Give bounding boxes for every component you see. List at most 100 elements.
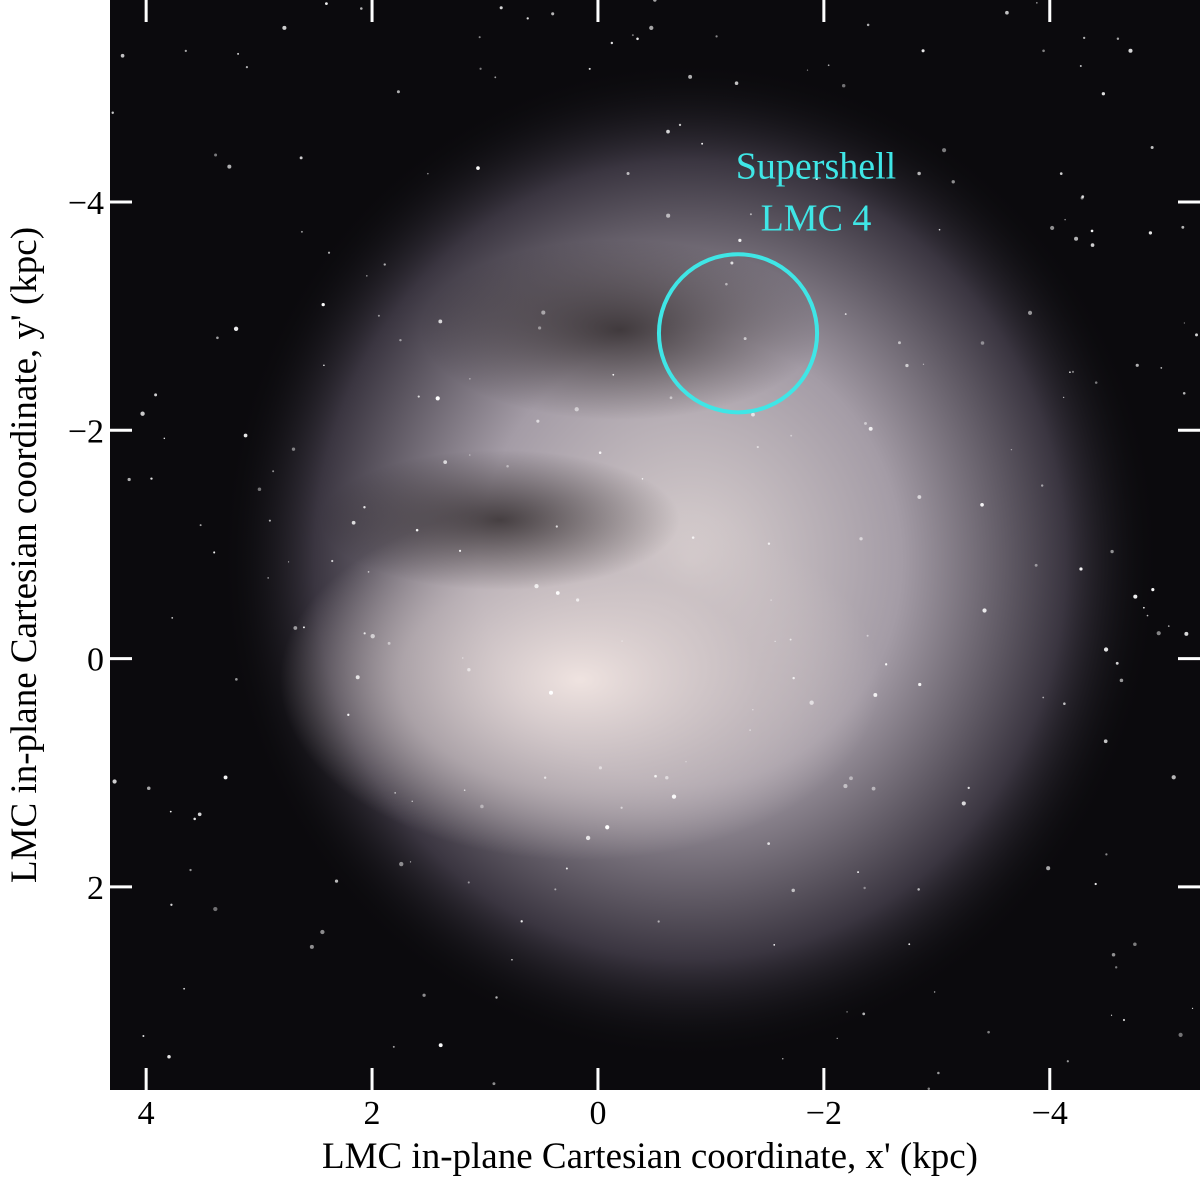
annotation-text: Supershell (736, 145, 896, 187)
star (1071, 370, 1075, 373)
star (927, 1087, 931, 1090)
x-tick-label: −4 (1032, 1095, 1068, 1132)
star (526, 17, 529, 20)
star (463, 789, 466, 791)
star (287, 561, 290, 563)
star (1101, 92, 1106, 96)
star (1116, 37, 1120, 40)
star (216, 336, 219, 340)
star (921, 49, 925, 53)
star (1027, 310, 1033, 315)
star (767, 842, 771, 846)
galaxy-image (110, 0, 1200, 1090)
star (347, 713, 350, 716)
star (189, 868, 192, 872)
star (857, 871, 860, 874)
star (685, 761, 687, 763)
star (789, 638, 792, 641)
x-tick-label: 4 (138, 1095, 155, 1132)
star (841, 83, 846, 88)
star (815, 177, 818, 180)
star (871, 786, 876, 791)
x-axis-label: LMC in-plane Cartesian coordinate, x' (k… (322, 1136, 978, 1177)
star (806, 69, 809, 71)
star (982, 608, 987, 613)
star (443, 460, 448, 465)
star (370, 633, 375, 639)
star (154, 393, 158, 397)
star (653, 0, 657, 2)
star (467, 881, 470, 884)
star (654, 774, 657, 778)
star (1090, 229, 1094, 233)
star (213, 551, 216, 554)
star (1143, 606, 1145, 609)
star (163, 437, 166, 440)
star (621, 640, 623, 642)
star (773, 944, 776, 946)
star (666, 129, 670, 134)
star (1090, 243, 1095, 247)
star (140, 411, 145, 416)
star (749, 213, 752, 216)
star (120, 53, 125, 58)
star (367, 570, 370, 573)
star (396, 90, 400, 94)
star (752, 709, 754, 711)
star (859, 537, 863, 541)
annotation-text: LMC 4 (761, 197, 872, 239)
star (478, 36, 481, 39)
star (323, 364, 325, 367)
star (282, 25, 287, 30)
star (480, 804, 484, 809)
star (967, 786, 970, 790)
star (237, 52, 240, 55)
star (1042, 49, 1045, 53)
star (538, 326, 542, 330)
star (536, 419, 540, 423)
star (715, 35, 718, 38)
star (792, 676, 795, 680)
star (725, 282, 728, 286)
star (1062, 396, 1065, 399)
star (469, 454, 471, 456)
star (1151, 588, 1155, 592)
star (257, 487, 262, 491)
star (409, 861, 412, 863)
y-tick-label: −4 (68, 185, 104, 222)
star (631, 34, 634, 37)
star (980, 502, 984, 507)
star (688, 74, 693, 79)
star (495, 996, 498, 999)
star (479, 67, 482, 70)
star (399, 338, 402, 342)
star (213, 906, 218, 912)
star (1181, 225, 1185, 229)
star (1133, 594, 1138, 599)
star (770, 599, 772, 601)
star (665, 776, 669, 780)
star (1133, 942, 1137, 947)
star (844, 313, 847, 316)
star (268, 519, 271, 522)
star (576, 598, 580, 602)
star (300, 230, 303, 233)
star (598, 766, 602, 770)
star (1115, 661, 1119, 665)
star (734, 81, 739, 85)
star (1074, 236, 1079, 241)
star (1063, 702, 1066, 705)
star (1148, 231, 1153, 235)
star (657, 920, 660, 923)
star (1183, 322, 1186, 324)
star (169, 810, 172, 813)
star (866, 634, 869, 637)
star (791, 888, 795, 893)
star (171, 616, 174, 619)
star (534, 583, 539, 589)
star (612, 373, 615, 376)
star (494, 76, 497, 79)
star (620, 806, 623, 809)
star (551, 12, 555, 16)
